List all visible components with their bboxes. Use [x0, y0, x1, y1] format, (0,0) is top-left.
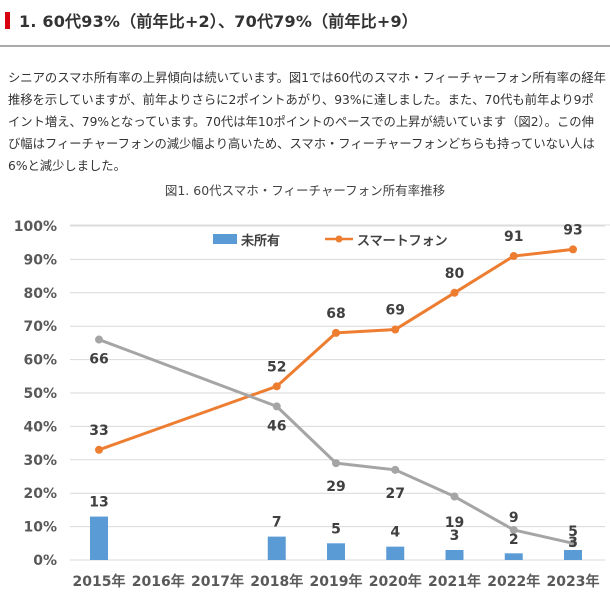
y-tick-label: 70%: [23, 319, 57, 335]
data-label-smartphone: 69: [386, 303, 405, 319]
body-paragraph: シニアのスマホ所有率の上昇傾向は続いています。図1では60代のスマホ・フィーチャ…: [8, 71, 606, 173]
line-point: [569, 539, 577, 548]
y-tick-label: 100%: [14, 219, 57, 235]
bar: [90, 516, 108, 560]
data-label-smartphone: 33: [89, 423, 108, 439]
bar: [267, 536, 286, 560]
legend-swatch-unowned: [213, 234, 237, 244]
y-tick-label: 50%: [23, 386, 57, 402]
x-tick-label: 2021年: [428, 573, 481, 590]
line-point: [332, 328, 340, 337]
x-tick-label: 2016年: [132, 573, 185, 590]
line-point: [95, 445, 103, 454]
data-label-smartphone: 80: [445, 266, 465, 282]
legend-label-smartphone: スマートフォン: [357, 234, 448, 249]
x-tick-label: 2018年: [250, 573, 303, 590]
y-tick-label: 10%: [23, 520, 57, 536]
line-point: [569, 245, 577, 254]
data-label-bar: 2: [509, 532, 519, 548]
bar: [386, 546, 405, 560]
data-label-bar: 3: [568, 535, 578, 551]
heading-divider: [0, 45, 610, 47]
data-label-feature-phone: 9: [509, 510, 519, 526]
heading-accent-bar: [5, 11, 10, 29]
x-tick-label: 2022年: [487, 573, 540, 590]
data-label-bar: 7: [272, 515, 282, 531]
y-tick-label: 40%: [23, 419, 57, 435]
y-tick-label: 0%: [33, 553, 57, 569]
x-tick-label: 2020年: [369, 573, 422, 590]
data-label-smartphone: 68: [326, 306, 345, 322]
bar: [564, 549, 582, 560]
section-title: 1. 60代93%（前年比+2）、70代79%（前年比+9）: [19, 12, 418, 31]
bar: [445, 549, 464, 560]
data-label-feature-phone: 66: [89, 352, 108, 368]
line-point: [450, 492, 459, 501]
x-tick-label: 2017年: [191, 573, 244, 590]
x-tick-label: 2019年: [310, 573, 363, 590]
legend-marker-smartphone: [335, 235, 343, 243]
data-label-bar: 13: [89, 495, 108, 511]
data-label-feature-phone: 29: [326, 479, 345, 495]
chart-title: 図1. 60代スマホ・フィーチャーフォン所有率推移: [164, 183, 446, 198]
data-label-bar: 5: [331, 521, 341, 537]
line-point: [450, 288, 459, 297]
line-point: [391, 465, 400, 474]
data-label-feature-phone: 46: [267, 418, 286, 434]
y-tick-label: 90%: [23, 252, 57, 268]
line-feature-phone: [98, 338, 574, 545]
line-point: [272, 402, 281, 411]
line-point: [509, 252, 518, 261]
data-label-smartphone: 93: [563, 222, 582, 238]
y-tick-label: 80%: [23, 286, 57, 302]
data-label-smartphone: 52: [267, 359, 286, 375]
data-label-bar: 3: [450, 528, 460, 544]
y-tick-label: 20%: [23, 486, 57, 502]
y-tick-label: 30%: [23, 453, 57, 469]
data-label-feature-phone: 19: [445, 515, 464, 531]
data-label-bar: 4: [390, 525, 400, 541]
x-tick-label: 2015年: [73, 573, 126, 590]
data-label-smartphone: 91: [504, 229, 523, 245]
data-label-feature-phone: 5: [568, 524, 578, 540]
data-label-feature-phone: 27: [386, 486, 405, 502]
bar: [504, 553, 523, 560]
line-point: [272, 382, 281, 391]
line-point: [391, 325, 400, 334]
line-point: [332, 459, 340, 468]
y-tick-label: 60%: [23, 353, 57, 369]
legend-label-unowned: 未所有: [240, 233, 280, 249]
line-smartphone: [98, 247, 574, 452]
line-point: [509, 525, 518, 534]
x-tick-label: 2023年: [547, 573, 600, 590]
bar: [327, 543, 345, 560]
section-heading: 1. 60代93%（前年比+2）、70代79%（前年比+9）: [5, 8, 418, 32]
line-point: [95, 335, 103, 344]
